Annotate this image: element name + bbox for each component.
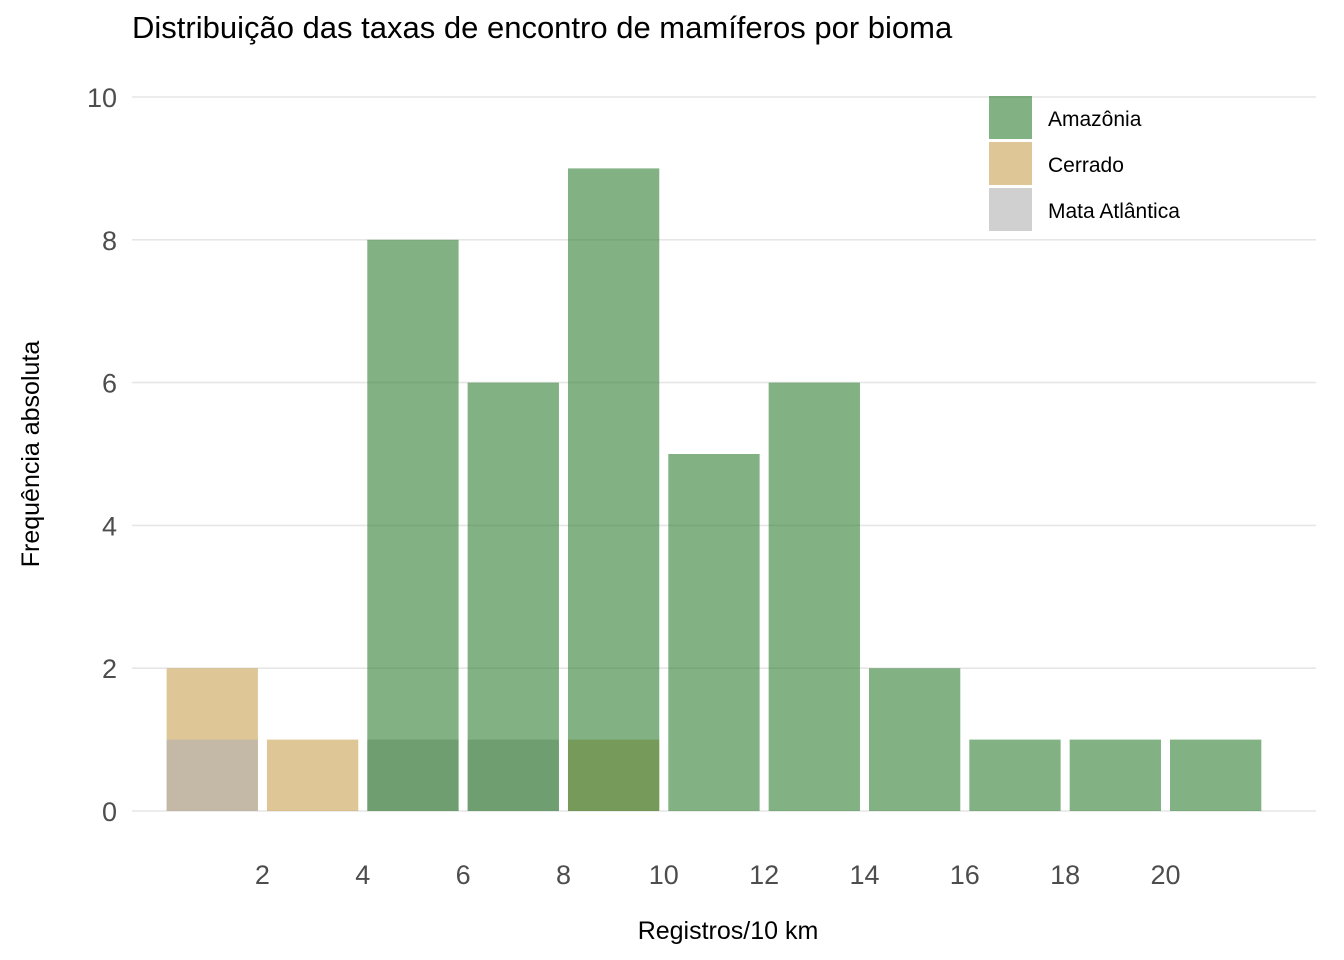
- bar-amazonia-17: [969, 739, 1061, 811]
- x-axis-ticks: 2 4 6 8 10 12 14 16 18 20: [255, 860, 1181, 890]
- y-tick-label: 8: [102, 226, 117, 256]
- x-tick-label: 8: [556, 860, 571, 890]
- bar-amazonia-13: [768, 382, 860, 811]
- legend-key-amazonia: [989, 96, 1032, 139]
- x-tick-label: 12: [749, 860, 779, 890]
- y-tick-label: 0: [102, 797, 117, 827]
- legend-key-cerrado: [989, 142, 1032, 185]
- x-tick-label: 14: [849, 860, 879, 890]
- x-tick-label: 10: [649, 860, 679, 890]
- x-axis-label: Registros/10 km: [638, 917, 819, 945]
- y-tick-label: 10: [87, 83, 117, 113]
- bar-amazonia-7: [467, 382, 559, 811]
- legend-label-cerrado: Cerrado: [1048, 154, 1124, 177]
- bar-amazonia-15: [868, 668, 961, 811]
- y-axis-label: Frequência absoluta: [17, 341, 45, 568]
- y-tick-label: 6: [102, 369, 117, 399]
- legend: Amazônia Cerrado Mata Atlântica: [989, 96, 1180, 231]
- bars: [166, 168, 1262, 812]
- bar-amazonia-21: [1170, 739, 1262, 811]
- x-tick-label: 4: [355, 860, 370, 890]
- bar-amazonia-9: [567, 168, 660, 811]
- y-axis-ticks: 0 2 4 6 8 10: [87, 83, 117, 827]
- bar-amazonia-5: [367, 239, 459, 812]
- x-tick-label: 20: [1150, 860, 1180, 890]
- x-tick-label: 16: [950, 860, 980, 890]
- bar-cerrado-3: [266, 739, 359, 811]
- bar-mata-atlantica-1: [166, 739, 258, 811]
- legend-label-mata-atlantica: Mata Atlântica: [1048, 200, 1180, 223]
- y-tick-label: 2: [102, 654, 117, 684]
- bar-amazonia-11: [668, 454, 760, 811]
- legend-key-mata-atlantica: [989, 188, 1032, 231]
- bar-amazonia-19: [1069, 739, 1161, 811]
- x-tick-label: 18: [1050, 860, 1080, 890]
- chart-title: Distribuição das taxas de encontro de ma…: [132, 10, 953, 45]
- x-tick-label: 2: [255, 860, 270, 890]
- y-tick-label: 4: [102, 511, 117, 541]
- legend-label-amazonia: Amazônia: [1048, 108, 1142, 131]
- x-tick-label: 6: [456, 860, 471, 890]
